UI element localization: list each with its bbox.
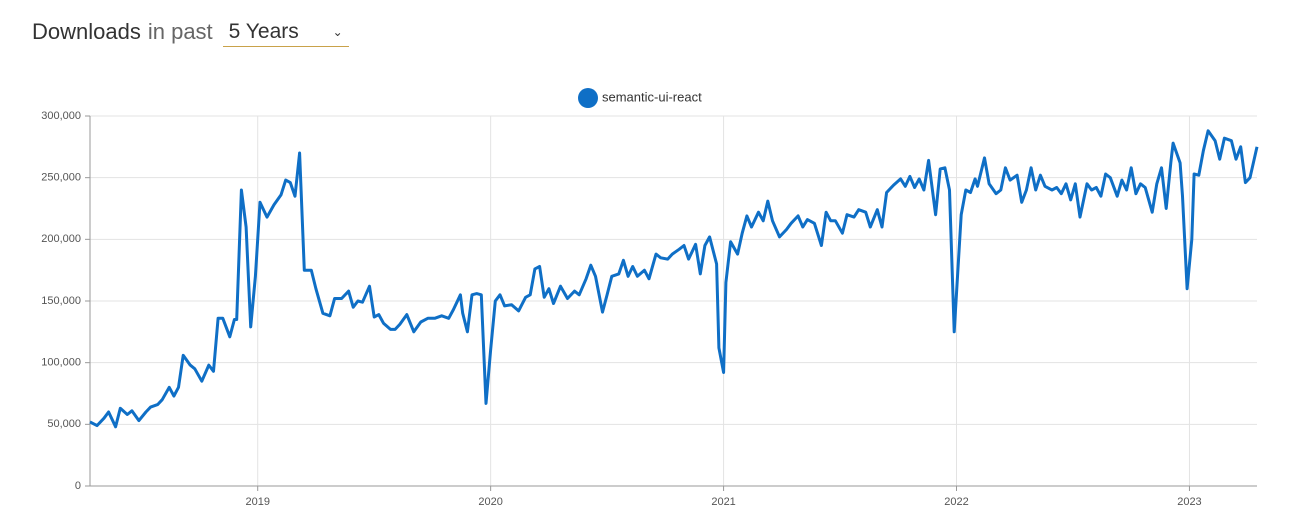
y-tick-label: 150,000 — [41, 295, 81, 307]
y-tick-label: 100,000 — [41, 357, 81, 369]
x-tick-label: 2022 — [944, 496, 968, 508]
y-tick-label: 300,000 — [41, 110, 81, 122]
header: Downloads in past 5 Years ⌄ — [32, 16, 349, 48]
legend-label: semantic-ui-react — [602, 89, 702, 104]
period-dropdown[interactable]: 5 Years ⌄ — [222, 17, 349, 47]
title: Downloads — [32, 19, 141, 44]
x-tick-label: 2023 — [1177, 496, 1201, 508]
y-tick-label: 250,000 — [41, 172, 81, 184]
y-tick-label: 0 — [75, 480, 81, 492]
y-tick-label: 200,000 — [41, 233, 81, 245]
x-tick-label: 2019 — [245, 496, 269, 508]
period-value: 5 Years — [228, 19, 299, 43]
legend-marker — [578, 88, 598, 108]
x-tick-label: 2020 — [478, 496, 502, 508]
title-suffix: in past — [147, 19, 213, 44]
dropdown-caret: ⌄ — [332, 24, 343, 39]
x-tick-label: 2021 — [711, 496, 735, 508]
y-tick-label: 50,000 — [47, 418, 81, 430]
series-line — [89, 129, 1259, 429]
